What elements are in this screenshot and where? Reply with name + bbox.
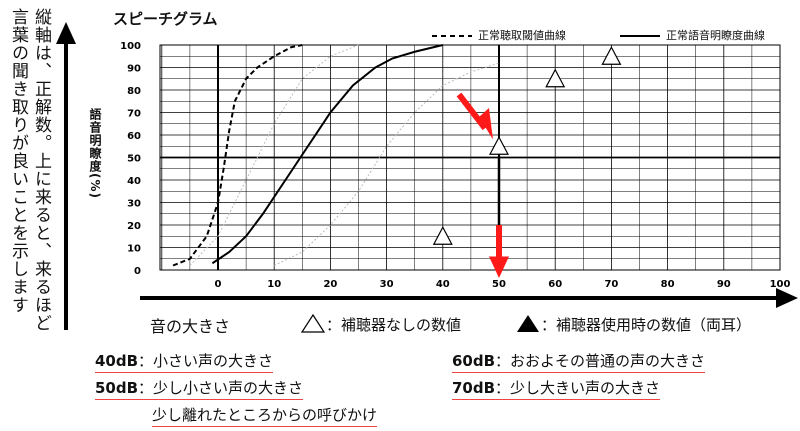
unaided-point	[545, 68, 566, 88]
x-tick-label: 30	[380, 279, 394, 290]
note-50db-sub: 少し離れたところからの呼びかけ	[152, 404, 378, 427]
curve-solid	[211, 44, 444, 265]
x-axis-arrowhead	[776, 288, 798, 308]
note-60db: 60dB：おおよその普通の声の大きさ	[452, 350, 706, 373]
filled-triangle-icon	[517, 315, 539, 332]
red-diagonal-arrow-shaft	[456, 92, 488, 131]
legend-solid-label: 正常語音明瞭度曲線	[666, 29, 765, 42]
legend-solid: 正常語音明瞭度曲線	[620, 27, 765, 43]
side-note: 縦軸は、正解数。上に来ると、来るほど言葉の聞き取りが良いことを示します	[8, 8, 51, 332]
x-axis-label: 音の大きさ	[150, 317, 231, 336]
x-tick-label: 0	[215, 279, 222, 290]
red-down-arrow-head	[489, 256, 509, 278]
curve-dashed	[172, 44, 303, 267]
y-axis-label: 語音明瞭度(%)	[88, 108, 102, 199]
x-tick-label: 40	[436, 279, 450, 290]
unaided-point	[489, 135, 509, 155]
legend-unaided: ：補聴器なしの数値	[300, 313, 461, 335]
x-tick-label: 80	[661, 279, 675, 290]
legend-unaided-label: ：補聴器なしの数値	[326, 316, 462, 334]
y-tick-label: 60	[127, 131, 141, 142]
y-tick-label: 50	[127, 154, 141, 165]
y-tick-label: 90	[127, 64, 141, 75]
legend-dashed-label: 正常聴取閾値曲線	[478, 29, 566, 42]
red-diagonal-arrow-head	[479, 108, 493, 140]
x-tick-label: 50	[492, 279, 506, 290]
legend-aided: ：補聴器使用時の数値（両耳）	[515, 313, 751, 335]
x-tick-label: 20	[323, 279, 337, 290]
open-triangle-icon	[300, 313, 326, 333]
y-tick-label: 100	[120, 41, 141, 52]
legend-dashed-line-icon	[432, 35, 472, 37]
unaided-point	[432, 225, 453, 245]
legend-solid-line-icon	[620, 35, 660, 37]
note-70db: 70dB：少し大きい声の大きさ	[452, 377, 661, 400]
x-tick-label: 90	[717, 279, 731, 290]
chart-title: スピーチグラム	[113, 10, 218, 28]
x-tick-label: 100	[770, 279, 791, 290]
x-tick-label: 60	[548, 279, 562, 290]
y-tick-label: 40	[127, 176, 141, 187]
y-tick-label: 20	[127, 221, 141, 232]
y-tick-label: 30	[127, 199, 141, 210]
x-tick-label: 10	[267, 279, 281, 290]
reference-curve-dotted	[189, 44, 359, 266]
y-tick-label: 70	[127, 109, 141, 120]
note-50db: 50dB：少し小さい声の大きさ	[95, 377, 304, 400]
x-tick-label: 70	[604, 279, 618, 290]
reference-curve-dotted	[273, 62, 500, 266]
y-tick-label: 10	[127, 244, 141, 255]
y-tick-label: 80	[127, 86, 141, 97]
legend-aided-label: ：補聴器使用時の数値（両耳）	[541, 316, 752, 334]
unaided-point	[601, 45, 622, 65]
y-tick-label: 0	[134, 266, 141, 277]
note-40db: 40dB：小さい声の大きさ	[95, 350, 274, 373]
legend-dashed: 正常聴取閾値曲線	[432, 27, 566, 43]
y-axis-arrowhead	[56, 22, 76, 44]
